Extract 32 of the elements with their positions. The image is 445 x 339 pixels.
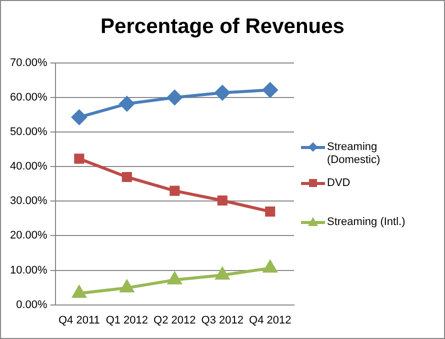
y-tick-label: 10.00% (10, 264, 48, 276)
point (168, 272, 182, 284)
y-tick-label: 70.00% (10, 57, 48, 70)
y-tick-label: 20.00% (10, 230, 48, 242)
y-tick-label: 50.00% (10, 126, 48, 138)
y-tick-label: 60.00% (10, 92, 48, 104)
point (120, 280, 134, 292)
point (262, 82, 278, 98)
point (72, 110, 87, 125)
x-tick-label: Q4 2011 (58, 314, 100, 326)
y-tick-label: 30.00% (10, 195, 48, 208)
point (72, 286, 86, 298)
point (74, 154, 84, 164)
point (263, 260, 277, 273)
chart-title: Percentage of Revenues (100, 15, 346, 39)
point (167, 90, 182, 106)
legend-label: DVD (327, 177, 350, 190)
legend-label: Streaming (Intl.) (327, 216, 406, 229)
x-tick-label: Q2 2012 (154, 314, 196, 326)
point (170, 186, 180, 196)
point (122, 172, 132, 182)
x-tick-label: Q1 2012 (106, 314, 148, 326)
point (214, 85, 230, 100)
legend-label: Streaming (Domestic) (327, 141, 382, 167)
point (119, 96, 134, 112)
point (216, 268, 230, 280)
y-tick-label: 40.00% (10, 160, 48, 173)
point (265, 206, 276, 217)
y-tick-label: 0.00% (16, 298, 48, 311)
x-tick-label: Q3 2012 (201, 314, 244, 326)
point (217, 195, 228, 206)
x-tick-label: Q4 2012 (249, 314, 292, 326)
